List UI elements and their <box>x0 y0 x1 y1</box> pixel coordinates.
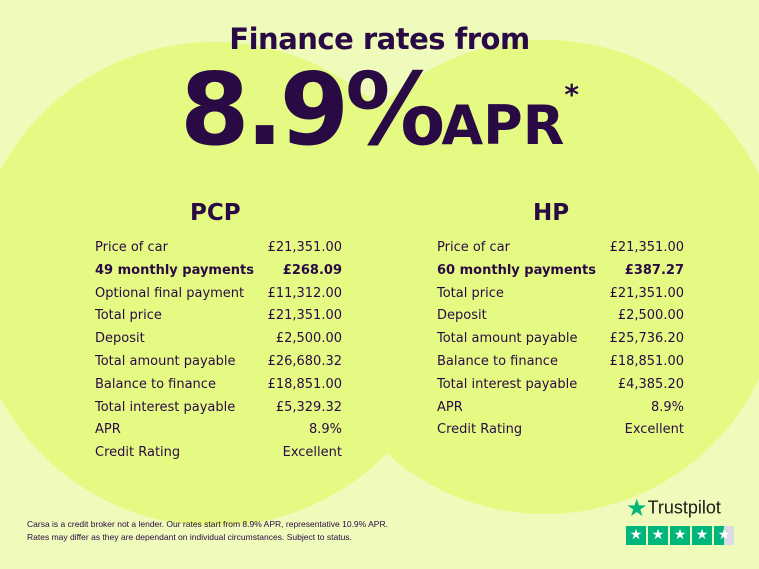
table-row: Total interest payable £5,329.32 <box>95 397 342 420</box>
row-label: Credit Rating <box>437 422 523 438</box>
table-row: 60 monthly payments £387.27 <box>437 260 684 283</box>
row-label: Price of car <box>95 240 168 255</box>
rate-headline: 8.9%APR* <box>0 60 759 160</box>
row-value: £18,851.00 <box>609 353 684 369</box>
star-icon: ★ <box>692 526 712 545</box>
star-icon: ★ <box>626 526 646 545</box>
disclaimer-line-2: Rates may differ as they are dependant o… <box>27 532 352 542</box>
row-value: £2,500.00 <box>617 308 684 324</box>
trustpilot-badge: ★Trustpilot ★ ★ ★ ★ ★ <box>626 494 734 545</box>
disclaimer-line-1: Carsa is a credit broker not a lender. O… <box>27 519 388 529</box>
row-value: £2,500.00 <box>275 331 342 347</box>
table-row: Total amount payable £25,736.20 <box>437 328 684 351</box>
table-row: Optional final payment £11,312.00 <box>95 283 342 306</box>
table-row: Deposit £2,500.00 <box>95 328 342 351</box>
row-label: Deposit <box>437 308 487 324</box>
row-value: 8.9% <box>308 422 342 438</box>
table-row: APR 8.9% <box>95 419 342 442</box>
row-label: Total interest payable <box>95 399 236 415</box>
pcp-title: PCP <box>190 200 241 226</box>
star-icon: ★ <box>670 526 690 545</box>
row-label: 49 monthly payments <box>95 262 254 278</box>
table-row: Credit Rating Excellent <box>95 442 342 465</box>
row-value: £11,312.00 <box>267 285 342 301</box>
row-label: Total price <box>437 285 504 301</box>
row-value: Excellent <box>282 445 342 461</box>
table-row: APR 8.9% <box>437 397 684 420</box>
row-value: £5,329.32 <box>275 399 342 415</box>
hp-title: HP <box>533 200 570 226</box>
row-label: APR <box>95 422 121 438</box>
row-label: Total amount payable <box>437 331 578 347</box>
row-label: Total amount payable <box>95 353 236 369</box>
table-row: Price of car £21,351.00 <box>437 237 684 260</box>
row-value: £21,351.00 <box>267 240 342 255</box>
row-label: Price of car <box>437 240 510 255</box>
table-row: Balance to finance £18,851.00 <box>437 351 684 374</box>
row-label: Credit Rating <box>95 445 181 461</box>
headline: Finance rates from <box>229 22 530 56</box>
trustpilot-star-icon: ★ <box>626 494 648 522</box>
table-row: Total price £21,351.00 <box>95 305 342 328</box>
row-value: £4,385.20 <box>617 376 684 392</box>
row-value: £21,351.00 <box>267 308 342 324</box>
table-row: Total amount payable £26,680.32 <box>95 351 342 374</box>
table-row: Deposit £2,500.00 <box>437 305 684 328</box>
star-icon: ★ <box>714 526 734 545</box>
row-label: Balance to finance <box>95 376 216 392</box>
background-circle-right <box>308 40 759 514</box>
row-value: £387.27 <box>624 262 684 278</box>
asterisk: * <box>564 78 579 111</box>
table-row: Balance to finance £18,851.00 <box>95 374 342 397</box>
row-label: 60 monthly payments <box>437 262 596 278</box>
row-value: 8.9% <box>650 399 684 415</box>
row-value: £18,851.00 <box>267 376 342 392</box>
row-label: APR <box>437 399 463 415</box>
star-icon: ★ <box>648 526 668 545</box>
pcp-table: Price of car £21,351.00 49 monthly payment… <box>95 237 342 465</box>
row-value: £268.09 <box>282 262 342 278</box>
row-label: Total price <box>95 308 162 324</box>
rate-value: 8.9% <box>180 51 445 168</box>
table-row: Total interest payable £4,385.20 <box>437 374 684 397</box>
row-value: £21,351.00 <box>609 285 684 301</box>
row-label: Deposit <box>95 331 145 347</box>
table-row: Price of car £21,351.00 <box>95 237 342 260</box>
row-label: Total interest payable <box>437 376 578 392</box>
table-row: Credit Rating Excellent <box>437 419 684 442</box>
row-label: Balance to finance <box>437 353 558 369</box>
table-row: Total price £21,351.00 <box>437 283 684 306</box>
hp-table: Price of car £21,351.00 60 monthly payment… <box>437 237 684 442</box>
row-value: £25,736.20 <box>609 331 684 347</box>
table-row: 49 monthly payments £268.09 <box>95 260 342 283</box>
trustpilot-rating: ★ ★ ★ ★ ★ <box>626 526 734 545</box>
apr-label: APR <box>441 94 565 157</box>
row-value: Excellent <box>624 422 684 438</box>
trustpilot-brand: Trustpilot <box>647 497 721 518</box>
row-label: Optional final payment <box>95 285 245 301</box>
disclaimer: Carsa is a credit broker not a lender. O… <box>27 518 388 544</box>
row-value: £26,680.32 <box>267 353 342 369</box>
row-value: £21,351.00 <box>609 240 684 255</box>
